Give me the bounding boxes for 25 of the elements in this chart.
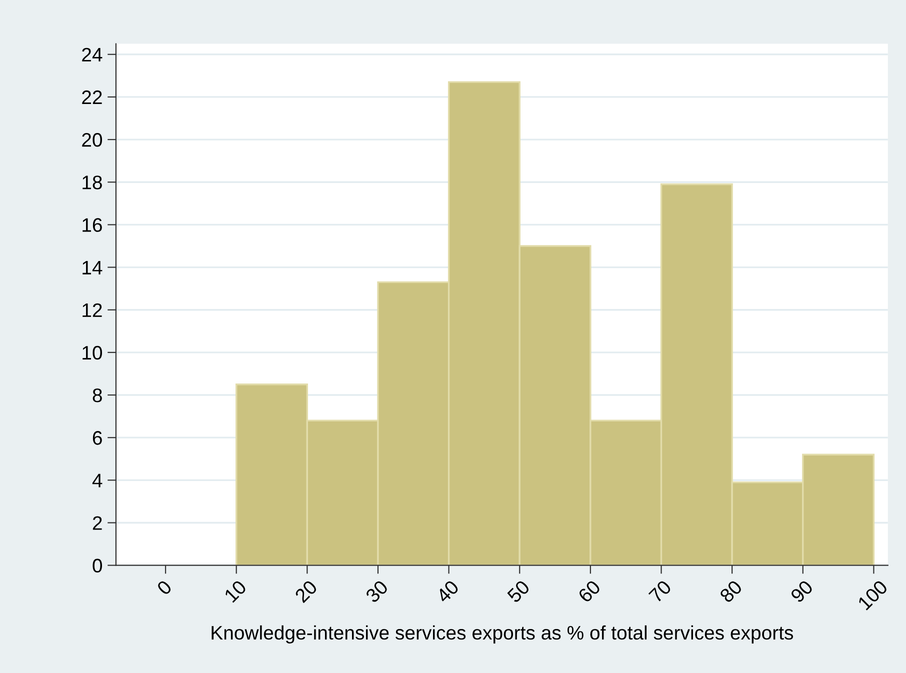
y-tick-label: 16 [82,218,102,232]
y-tick-label: 10 [82,346,102,360]
y-tick-label: 2 [92,516,102,530]
x-tick-label: 30 [364,579,389,604]
x-tick-label: 100 [857,579,888,611]
x-axis-title: Knowledge-intensive services exports as % of total services exports [212,625,794,644]
x-tick-label: 80 [718,579,743,604]
x-tick-label: 70 [648,579,672,604]
x-tick-label: 20 [294,579,318,604]
y-tick-label: 6 [92,431,102,445]
y-tick-label: 18 [82,176,102,190]
x-tick-label: 10 [224,579,248,603]
x-tick-label: 0 [156,579,173,596]
y-tick-label: 14 [82,260,102,274]
y-tick-label: 12 [82,303,102,317]
y-tick-label: 22 [82,90,102,104]
y-tick-label: 24 [82,48,102,62]
x-tick-label: 60 [577,579,602,604]
x-tick-label: 90 [790,579,814,604]
y-tick-label: 4 [92,474,102,488]
y-tick-label: 20 [82,133,102,147]
y-tick-label: 8 [92,388,102,402]
y-tick-label: 0 [92,558,102,573]
x-tick-label: 50 [506,579,530,604]
x-tick-label: 40 [435,579,460,604]
